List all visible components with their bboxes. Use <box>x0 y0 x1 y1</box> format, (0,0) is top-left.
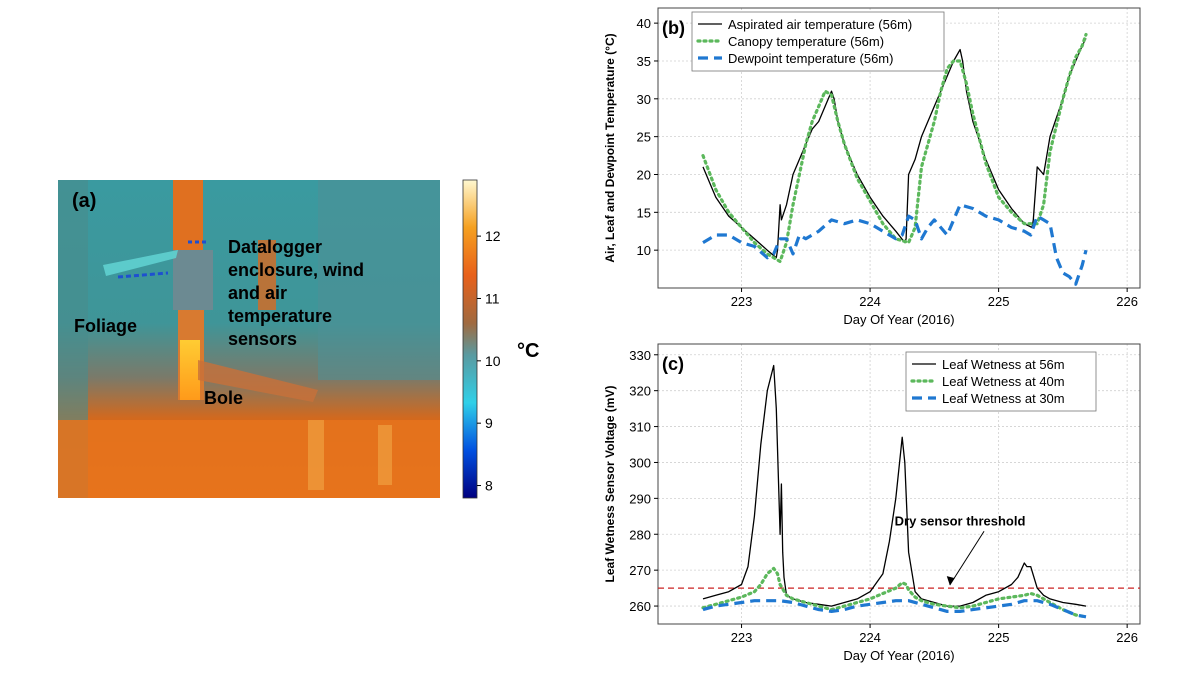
chart-b-y-tick-label: 30 <box>637 92 651 107</box>
chart-c-y-tick-label: 290 <box>629 491 651 506</box>
chart-c-series-line-1 <box>702 364 1087 607</box>
chart-c-threshold-label: Dry sensor threshold <box>895 513 1026 528</box>
foliage-annotation: Foliage <box>74 316 138 336</box>
chart-b-axes-frame <box>657 7 1141 289</box>
chart-c-y-tick-label: 270 <box>629 563 651 578</box>
bole-annotation: Bole <box>204 388 244 408</box>
thermal-image <box>58 180 440 498</box>
chart-b-x-tick-label: 224 <box>859 294 881 309</box>
thermal-image-panel: (a) Datalogger enclosure, wind and air t… <box>58 180 440 498</box>
colorbar-svg: 8 9 10 11 12 <box>462 179 501 499</box>
panel-a-label: (a) <box>72 190 97 212</box>
chart-b-legend-label-1: Aspirated air temperature (56m) <box>728 17 912 32</box>
colorbar-tick-label: 10 <box>485 353 501 369</box>
chart-c-x-tick-label: 224 <box>859 630 881 645</box>
chart-b-y-tick-label: 15 <box>637 205 651 220</box>
chart-b-x-tick-label: 225 <box>988 294 1010 309</box>
chart-c-axes-frame <box>657 343 1141 625</box>
colorbar-gradient <box>462 179 478 499</box>
colorbar-tick-label: 12 <box>485 228 501 244</box>
chart-b-svg: 223 224 225 226 10 15 20 25 30 35 40 Day Of Year (2… <box>603 7 1141 327</box>
chart-c-threshold-arrowhead <box>946 576 955 586</box>
chart-b-y-tick-label: 20 <box>637 167 651 182</box>
chart-b-y-axis-label: Air, Leaf and Dewpoint Temperature (°C) <box>603 33 617 262</box>
chart-c-legend-label-1: Leaf Wetness at 56m <box>942 357 1065 372</box>
datalogger-line-2: enclosure, wind <box>228 260 365 280</box>
datalogger-line-1: Datalogger <box>228 237 323 257</box>
datalogger-line-4: temperature <box>228 306 333 326</box>
chart-b-y-tick-label: 40 <box>637 16 651 31</box>
chart-c-threshold-arrow <box>949 531 985 586</box>
chart-b-y-tick-label: 10 <box>637 243 651 258</box>
chart-c-x-axis-label: Day Of Year (2016) <box>843 648 954 663</box>
chart-c-legend-box <box>905 351 1097 412</box>
chart-c-legend-label-2: Leaf Wetness at 40m <box>942 374 1065 389</box>
chart-c-y-tick-label: 280 <box>629 527 651 542</box>
chart-c-series-line-3 <box>702 599 1087 619</box>
chart-c-y-tick-label: 330 <box>629 348 651 363</box>
chart-c-y-tick-label: 260 <box>629 599 651 614</box>
chart-b-panel-label: (b) <box>662 18 685 38</box>
colorbar-tick-label: 9 <box>485 415 493 431</box>
chart-b-series-line-2 <box>701 32 1088 264</box>
chart-b-series-line-3 <box>702 203 1088 286</box>
colorbar-tick-label: 11 <box>485 290 500 306</box>
chart-b-x-tick-label: 223 <box>731 294 753 309</box>
colorbar-unit: °C <box>517 340 540 362</box>
chart-b-y-tick-label: 35 <box>637 54 651 69</box>
chart-c-legend-label-3: Leaf Wetness at 30m <box>942 391 1065 406</box>
datalogger-line-5: sensors <box>228 329 298 349</box>
chart-c-svg: 223 224 225 226 260 270 280 290 300 310 320 330 Day … <box>603 343 1141 663</box>
chart-b-x-tick-label: 226 <box>1116 294 1138 309</box>
chart-b: 223 224 225 226 10 15 20 25 30 35 40 Day Of Year (2… <box>600 0 1160 336</box>
chart-c-y-axis-label: Leaf Wetness Sensor Voltage (mV) <box>603 386 617 583</box>
chart-b-legend-label-2: Canopy temperature (56m) <box>728 34 884 49</box>
chart-c-panel-label: (c) <box>662 354 684 374</box>
chart-c-x-tick-label: 225 <box>988 630 1010 645</box>
datalogger-line-3: and air <box>228 283 288 303</box>
chart-b-x-axis-label: Day Of Year (2016) <box>843 312 954 327</box>
colorbar: 8 9 10 11 12 °C <box>455 178 545 500</box>
chart-c-x-tick-label: 223 <box>731 630 753 645</box>
chart-c-y-tick-label: 310 <box>629 420 651 435</box>
chart-c-x-tick-label: 226 <box>1116 630 1138 645</box>
datalogger-annotation: Datalogger enclosure, wind and air tempe… <box>228 236 364 351</box>
colorbar-tick-label: 8 <box>485 478 493 494</box>
chart-c: 223 224 225 226 260 270 280 290 300 310 320 330 Day … <box>600 336 1160 672</box>
chart-c-y-tick-label: 300 <box>629 455 651 470</box>
chart-b-y-tick-label: 25 <box>637 130 651 145</box>
chart-c-series-line-2 <box>701 566 1088 619</box>
chart-b-legend-box <box>691 11 945 72</box>
chart-b-legend-label-3: Dewpoint temperature (56m) <box>728 51 893 66</box>
chart-c-y-tick-label: 320 <box>629 384 651 399</box>
